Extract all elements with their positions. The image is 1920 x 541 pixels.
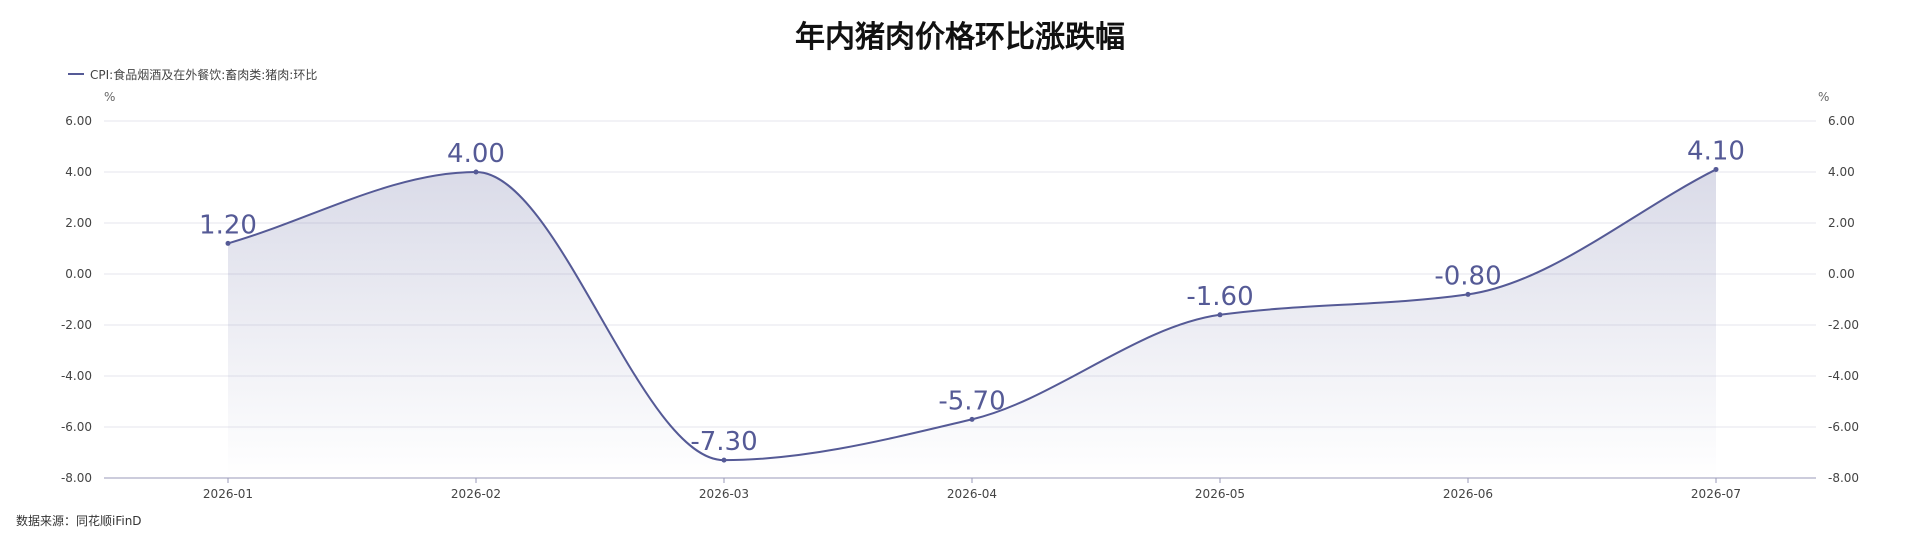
area-fill xyxy=(228,169,1716,478)
data-label-1: 4.00 xyxy=(447,139,505,169)
data-label-2: -7.30 xyxy=(690,427,757,457)
data-points xyxy=(225,166,1719,463)
y-tick-right-7: -8.00 xyxy=(1828,471,1859,485)
data-label-3: -5.70 xyxy=(938,386,1005,416)
legend[interactable]: CPI:食品烟酒及在外餐饮:畜肉类:猪肉:环比 xyxy=(68,64,317,84)
y-tick-left-7: -8.00 xyxy=(61,471,92,485)
data-label-4: -1.60 xyxy=(1186,282,1253,312)
data-point-3[interactable] xyxy=(969,416,975,422)
y-tick-right-4: -2.00 xyxy=(1828,318,1859,332)
y-tick-right-2: 2.00 xyxy=(1828,216,1855,230)
axes: 6.00 6.00 4.00 4.00 2.00 2.00 0.00 0.00 -2.00 -2.… xyxy=(61,90,1859,501)
y-tick-left-4: -2.00 xyxy=(61,318,92,332)
x-tick-2: 2026-03 xyxy=(699,487,749,501)
data-label-6: 4.10 xyxy=(1687,136,1745,166)
x-tick-3: 2026-04 xyxy=(947,487,997,501)
series-area xyxy=(228,169,1716,478)
y-tick-left-3: 0.00 xyxy=(65,267,92,281)
y-tick-left-0: 6.00 xyxy=(65,114,92,128)
data-point-2[interactable] xyxy=(721,457,727,463)
legend-swatch xyxy=(68,73,84,75)
y-tick-left-6: -6.00 xyxy=(61,420,92,434)
x-tick-5: 2026-06 xyxy=(1443,487,1493,501)
data-point-0[interactable] xyxy=(225,240,231,246)
x-tick-0: 2026-01 xyxy=(203,487,253,501)
y-unit-right: % xyxy=(1818,90,1829,104)
data-point-6[interactable] xyxy=(1713,166,1719,172)
data-labels: 1.20 4.00 -7.30 -5.70 -1.60 -0.80 4.10 xyxy=(199,136,1745,457)
y-tick-right-0: 6.00 xyxy=(1828,114,1855,128)
data-point-1[interactable] xyxy=(473,169,479,175)
y-tick-left-1: 4.00 xyxy=(65,165,92,179)
x-tick-6: 2026-07 xyxy=(1691,487,1741,501)
y-tick-right-1: 4.00 xyxy=(1828,165,1855,179)
x-tick-1: 2026-02 xyxy=(451,487,501,501)
chart-title: 年内猪肉价格环比涨跌幅 xyxy=(795,20,1125,55)
data-label-0: 1.20 xyxy=(199,210,257,240)
y-tick-right-5: -4.00 xyxy=(1828,369,1859,383)
x-tick-4: 2026-05 xyxy=(1195,487,1245,501)
data-point-5[interactable] xyxy=(1465,291,1471,297)
data-point-4[interactable] xyxy=(1217,312,1223,318)
legend-label: CPI:食品烟酒及在外餐饮:畜肉类:猪肉:环比 xyxy=(90,67,318,82)
source-note: 数据来源：同花顺iFinD xyxy=(16,514,142,528)
y-tick-left-2: 2.00 xyxy=(65,216,92,230)
y-tick-right-6: -6.00 xyxy=(1828,420,1859,434)
y-unit-left: % xyxy=(104,90,115,104)
y-tick-left-5: -4.00 xyxy=(61,369,92,383)
data-label-5: -0.80 xyxy=(1434,261,1501,291)
y-tick-right-3: 0.00 xyxy=(1828,267,1855,281)
